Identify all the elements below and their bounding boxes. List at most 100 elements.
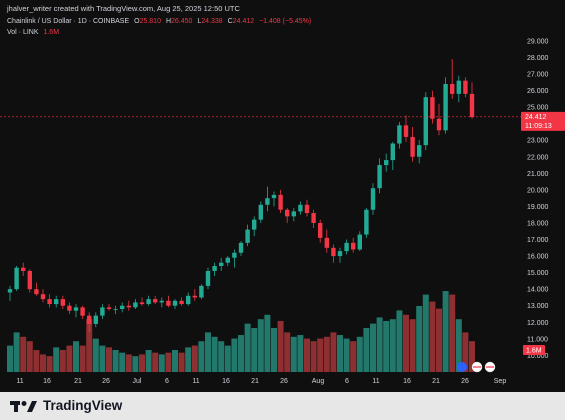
candle-body [443,83,448,131]
candle-body [304,204,310,214]
price-tick-label: 19.000 [527,204,549,211]
time-axis[interactable]: 11 16 21 26 Jul 6 11 16 21 26 Aug 6 11 16 21 26 Sep [16,378,506,385]
candle-body [278,194,283,210]
volume-bar [178,352,185,372]
volume-bar [257,319,264,372]
volume-bar [238,335,244,372]
candle-body [14,267,19,290]
event-marker-icon [457,362,467,372]
price-tick-label: 17.000 [527,237,549,244]
candle-body [456,80,461,94]
volume-bar [297,335,304,372]
candle-body [205,270,211,286]
volume-bar [86,319,93,372]
tradingview-logo-icon [10,400,37,412]
volume-bar [139,354,145,372]
candle-body [34,289,39,295]
volume-bar [112,350,119,372]
volume-bar [271,328,277,372]
candle-body [271,194,277,199]
tradingview-logo[interactable]: TradingView [10,398,122,413]
candle-body [212,266,217,271]
volume-bar [304,338,310,372]
price-tick-label: 25.000 [527,105,549,112]
candle-body [337,251,343,257]
time-tick-label: 16 [222,378,230,385]
volume-label[interactable]: Vol · LINK [7,29,39,36]
volume-bar [396,310,403,372]
candle-body [430,97,435,119]
candle-body [390,143,395,161]
volume-bar [350,341,357,372]
candle-body [87,315,92,324]
event-markers[interactable] [457,361,496,373]
volume-bar [436,308,442,372]
ohlc-legend: Chainlink / US Dollar · 1D · COINBASE O2… [7,18,314,25]
candle-body [331,247,336,257]
footer-bar: TradingView [0,392,565,420]
volume-bar [409,319,416,372]
price-tick-label: 23.000 [527,138,549,145]
time-tick-label: 26 [102,378,110,385]
candle-body [403,125,409,137]
volume-bar [356,336,363,372]
candle-body [7,289,13,293]
candle-body [469,93,475,118]
candle-body [199,285,204,298]
volume-bar [376,317,383,372]
volume-bar [73,341,79,372]
volume-bar [13,332,20,372]
candlestick-chart[interactable]: 29.00028.00027.00026.00025.00024.00023.0… [0,0,565,392]
time-tick-label: 11 [16,378,23,385]
volume-bar [310,341,317,372]
high-label: H [165,18,171,25]
candle-body [47,299,52,305]
candle-body [153,299,158,303]
volume-bar [99,345,106,372]
volume-bar [330,332,337,372]
candle-body [397,125,402,144]
candle-body [265,198,270,205]
candle-body [126,305,131,308]
volume-bar [343,338,350,372]
candle-body [324,237,329,248]
volume-bar [317,338,324,372]
time-tick-label: Aug [312,378,325,385]
volume-bar [40,354,46,372]
bar-countdown: 11:09:13 [525,123,552,130]
volume-bar [145,350,152,372]
candle-body [298,204,303,212]
volume-legend: Vol · LINK 1.6M [7,29,62,36]
candle-body [27,270,32,290]
time-tick-label: 16 [43,378,51,385]
price-tick-label: 14.000 [527,287,549,294]
volume-value: 1.6M [43,29,60,36]
volume-bar [79,345,86,372]
candle-body [252,219,257,230]
chart-credit: jhalver_writer created with TradingView.… [7,4,240,13]
volume-bar [383,320,390,372]
last-price-value: 24.412 [525,114,547,121]
candle-body [410,136,415,157]
volume-bar [185,347,192,372]
time-tick-label: 6 [165,378,169,385]
volume-bar [20,336,27,372]
volume-bar [323,336,330,372]
time-tick-label: 26 [461,378,469,385]
price-axis[interactable]: 29.00028.00027.00026.00025.00024.00023.0… [527,38,549,359]
volume-bar [244,323,251,372]
volume-bars [7,291,475,372]
symbol-label[interactable]: Chainlink / US Dollar · 1D · COINBASE [7,18,130,25]
candle-body [60,299,65,306]
volume-bar [231,338,238,372]
volume-bar [422,294,429,372]
volume-bar [205,332,211,372]
candle-body [80,307,85,316]
candle-body [166,300,171,306]
volume-badge-value: 1.6M [526,348,542,355]
candle-body [67,305,72,311]
volume-bar [277,320,284,372]
volume-badge: 1.6M [523,345,545,355]
volume-bar [416,306,423,372]
candle-body [258,204,263,220]
